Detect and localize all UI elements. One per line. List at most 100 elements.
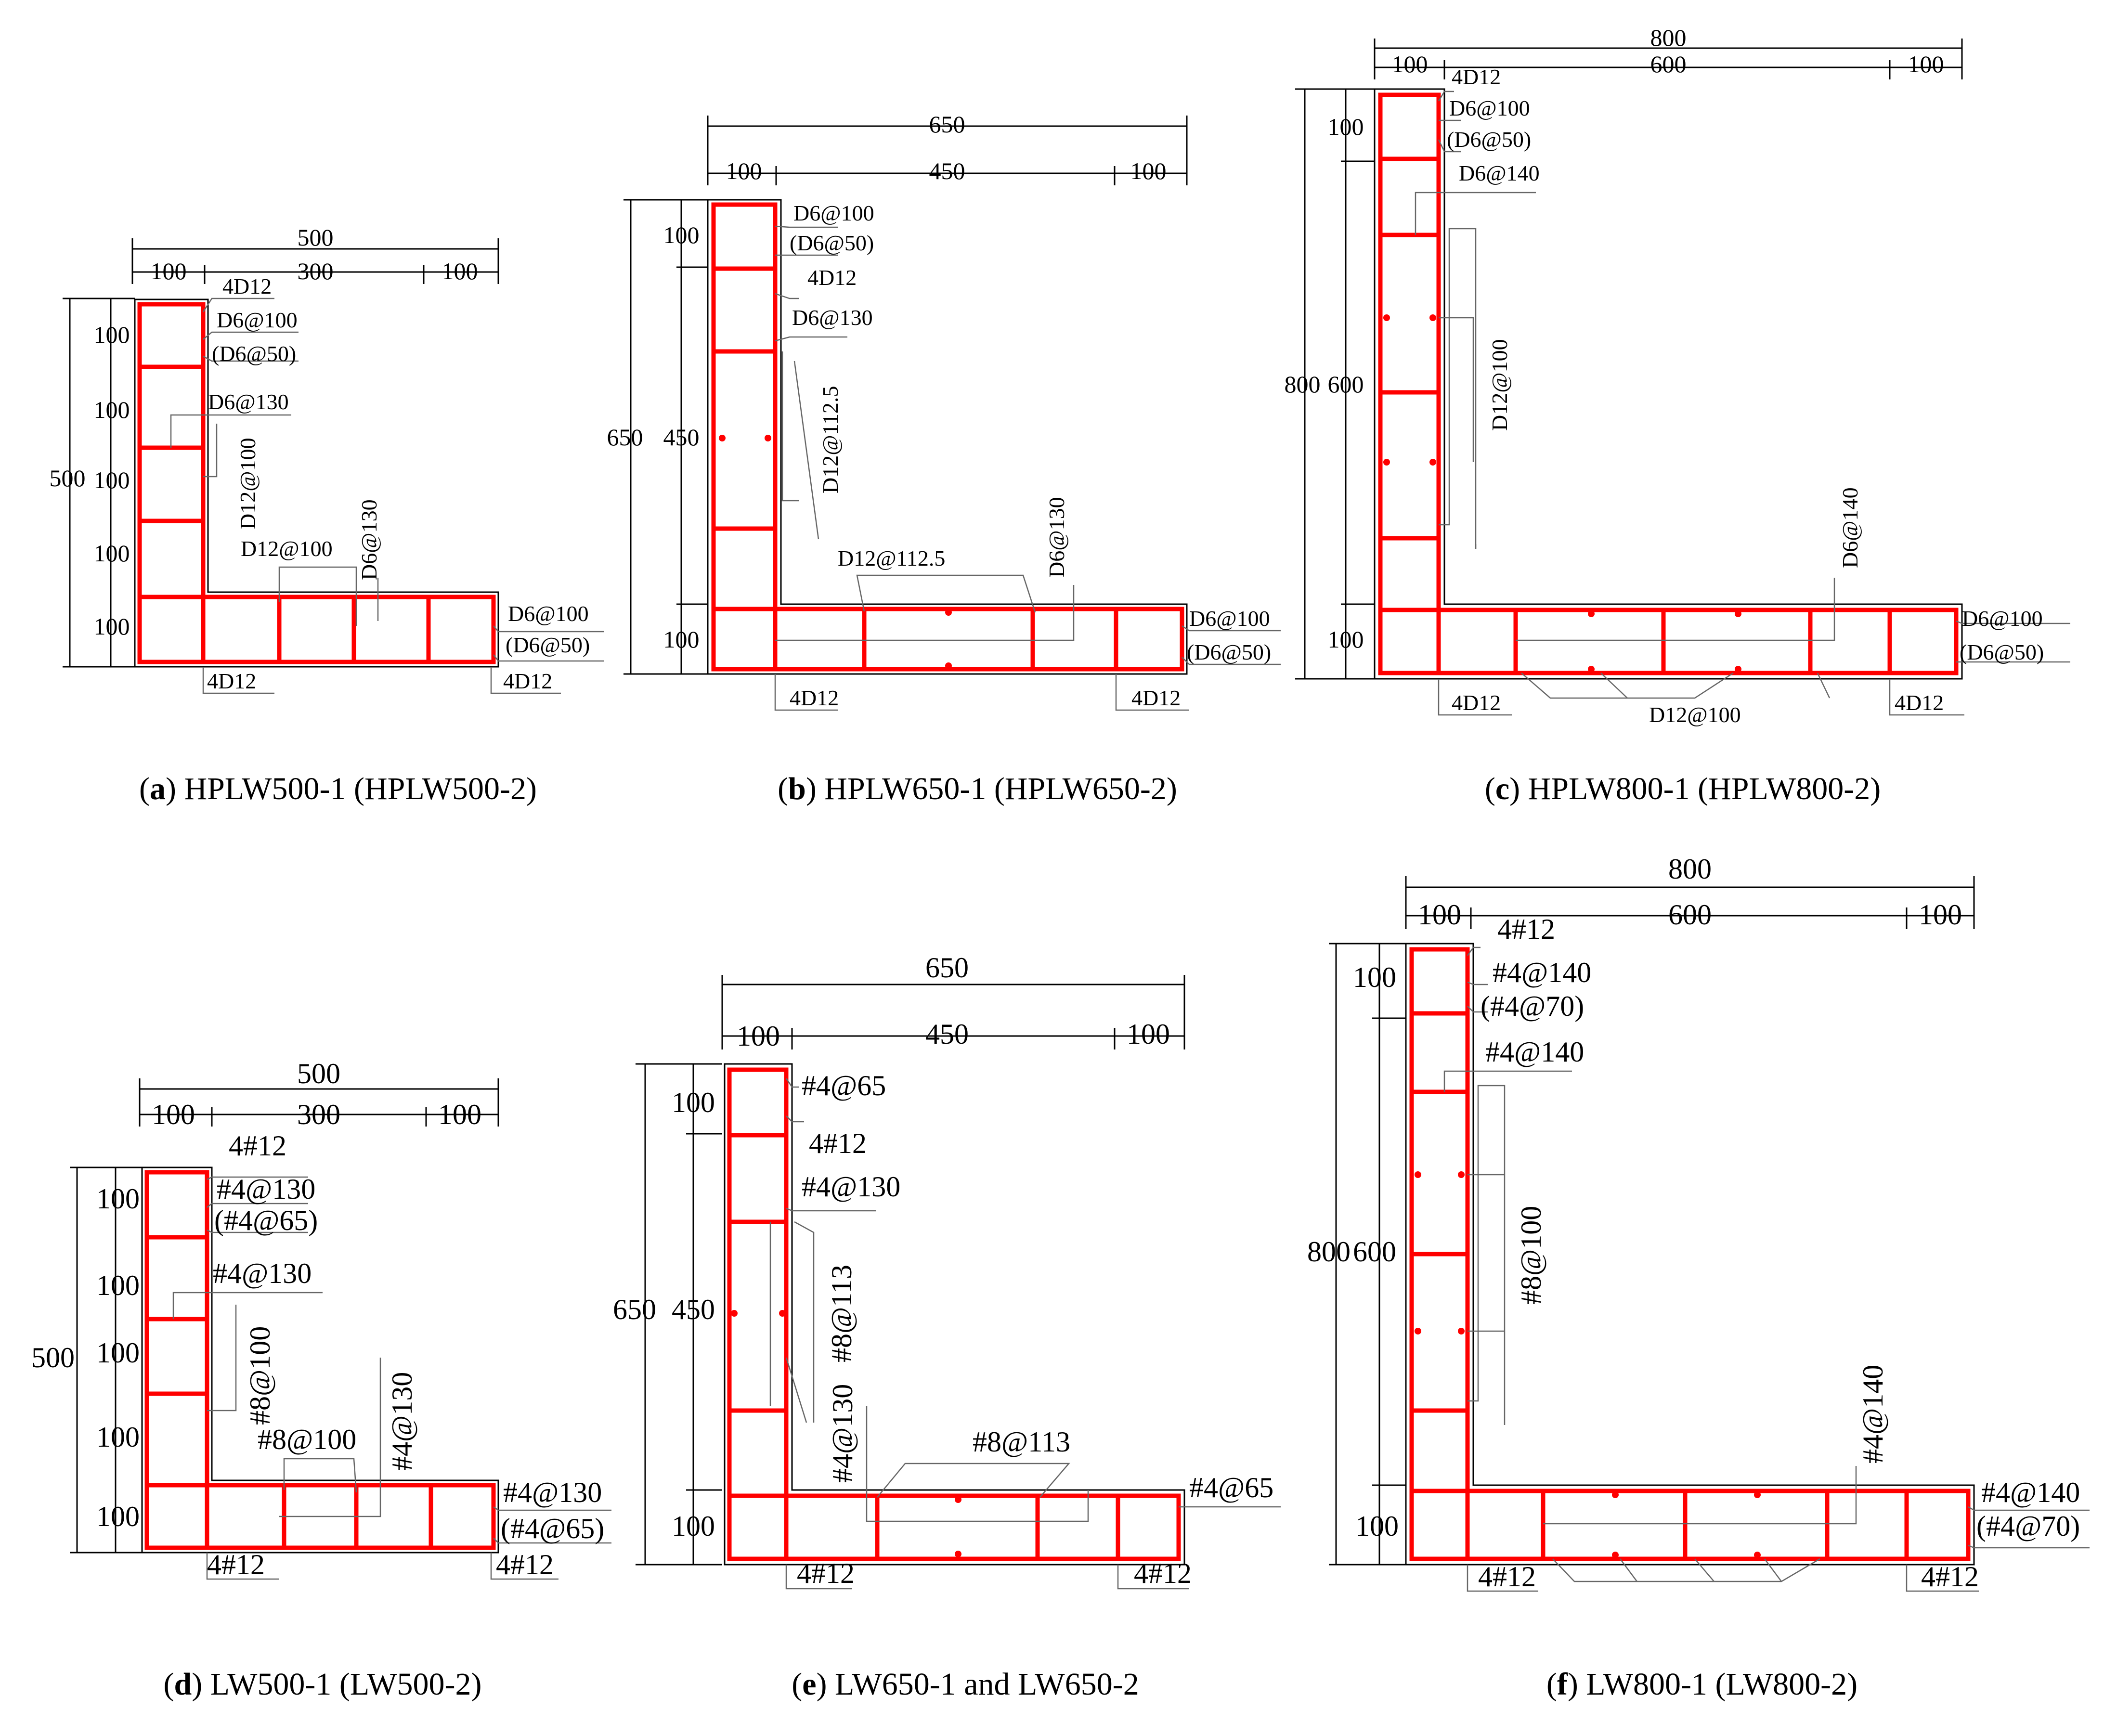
panel-a-label-4: D6@130 bbox=[208, 389, 289, 414]
panel-a-dim-seg2: 100 bbox=[94, 396, 130, 423]
panel-b-dim-height: 650 bbox=[607, 424, 643, 451]
panel-a-dim-mid: 300 bbox=[298, 258, 334, 285]
panel-a-label-7: D6@130 bbox=[357, 499, 381, 580]
panel-b-dim-mid: 450 bbox=[929, 157, 965, 184]
panel-e: 650 100 450 100 650 100 450 100 bbox=[613, 952, 1281, 1702]
panel-d-left-dims bbox=[70, 1166, 142, 1554]
panel-f-caption: (f) LW800-1 (LW800-2) bbox=[1546, 1667, 1857, 1702]
panel-e-rebar-dots bbox=[731, 1310, 961, 1557]
panel-c-dim-seg1: 100 bbox=[1328, 113, 1364, 140]
panel-e-dim-seg1: 100 bbox=[672, 1087, 715, 1118]
panel-b-rebar-dots bbox=[719, 435, 952, 669]
panel-b-label-10: 4D12 bbox=[790, 686, 839, 710]
panel-b-dim-total: 650 bbox=[929, 111, 965, 138]
panel-e-left-dims bbox=[636, 1063, 722, 1566]
panel-c-label-2: D6@100 bbox=[1449, 96, 1530, 120]
panel-c-dim-seg3: 100 bbox=[1328, 626, 1364, 653]
panel-d-dim-height: 500 bbox=[31, 1342, 75, 1373]
panel-a-left-dims bbox=[63, 298, 135, 668]
panel-e-label-8: 4#12 bbox=[797, 1557, 855, 1589]
panel-b-left-dims bbox=[623, 199, 708, 675]
panel-b-label-6: D12@112.5 bbox=[838, 546, 945, 570]
panel-a-label-5: D12@100 bbox=[235, 438, 260, 530]
panel-f-rebar bbox=[1409, 947, 1971, 1561]
panel-d-label-4: #4@130 bbox=[213, 1257, 312, 1289]
panel-c-label-3: (D6@50) bbox=[1447, 127, 1531, 152]
panel-b-label-7: D6@130 bbox=[1044, 497, 1069, 578]
panel-f-dim-left: 100 bbox=[1418, 899, 1461, 931]
panel-b-leaders bbox=[774, 225, 1281, 711]
panel-a-caption: (a) HPLW500-1 (HPLW500-2) bbox=[139, 771, 537, 806]
panel-a-dim-total: 500 bbox=[298, 224, 334, 251]
panel-e-dim-height: 650 bbox=[613, 1294, 656, 1325]
panel-c-dim-left: 100 bbox=[1392, 51, 1428, 78]
panel-e-label-6: #8@113 bbox=[973, 1426, 1070, 1458]
panel-f-dim-height: 800 bbox=[1307, 1236, 1351, 1268]
panel-c-label-4: D6@140 bbox=[1459, 161, 1540, 185]
panel-d-dim-seg4: 100 bbox=[96, 1421, 140, 1453]
panel-c-section-outline bbox=[1374, 88, 1963, 680]
panel-a-dim-seg3: 100 bbox=[94, 466, 130, 493]
panel-b-label-9: (D6@50) bbox=[1187, 640, 1271, 664]
panel-f-label-5: #8@100 bbox=[1515, 1206, 1547, 1305]
panel-e-leaders bbox=[769, 1078, 1281, 1590]
panel-f-dim-total: 800 bbox=[1668, 853, 1712, 885]
panel-c-label-5: D12@100 bbox=[1487, 339, 1512, 431]
panel-f-dim-mid: 600 bbox=[1668, 899, 1712, 931]
panel-c-top-dims bbox=[1374, 39, 1963, 79]
panel-f-left-dims bbox=[1329, 943, 1406, 1566]
panel-f-label-1: 4#12 bbox=[1497, 913, 1555, 945]
panel-d-rebar bbox=[144, 1170, 496, 1550]
panel-c-left-dims bbox=[1295, 88, 1375, 680]
panel-d-leaders bbox=[172, 1176, 611, 1580]
panel-e-label-3: #4@130 bbox=[802, 1171, 900, 1203]
panel-d-label-5: #8@100 bbox=[244, 1326, 276, 1425]
panel-e-dim-left: 100 bbox=[737, 1020, 780, 1052]
panel-d-dim-seg3: 100 bbox=[96, 1337, 140, 1369]
panel-c-dim-right: 100 bbox=[1908, 51, 1944, 78]
panel-d-top-dims bbox=[139, 1078, 499, 1127]
panel-a-dim-left: 100 bbox=[151, 258, 187, 285]
panel-f-label-2: #4@140 bbox=[1493, 957, 1591, 988]
panel-d-section-outline bbox=[141, 1166, 499, 1554]
panel-c-dim-total: 800 bbox=[1650, 24, 1687, 51]
panel-d-dim-total: 500 bbox=[297, 1058, 340, 1089]
panel-d-label-2: #4@130 bbox=[217, 1173, 315, 1205]
panel-d-label-1: 4#12 bbox=[229, 1130, 286, 1162]
panel-b-label-1: D6@100 bbox=[793, 201, 874, 225]
panel-f-section-outline bbox=[1405, 943, 1975, 1566]
panel-a-dim-seg5: 100 bbox=[94, 613, 130, 640]
panel-d: 500 100 300 100 500 100 100 100 100 100 … bbox=[31, 1058, 611, 1702]
panel-c-caption: (c) HPLW800-1 (HPLW800-2) bbox=[1485, 771, 1881, 806]
panel-f-top-dims bbox=[1405, 876, 1975, 929]
panel-c: 800 100 600 100 800 100 600 100 bbox=[1285, 24, 2070, 806]
panel-d-label-8: #4@130 bbox=[503, 1477, 602, 1508]
panel-f-dim-right: 100 bbox=[1919, 899, 1962, 931]
panel-a-label-11: 4D12 bbox=[503, 669, 552, 693]
panel-d-label-7: #4@130 bbox=[386, 1372, 418, 1471]
panel-a-dim-height: 500 bbox=[50, 465, 86, 492]
panel-a-label-8: D6@100 bbox=[508, 601, 589, 626]
panel-b-label-8: D6@100 bbox=[1189, 606, 1270, 631]
panel-d-caption: (d) LW500-1 (LW500-2) bbox=[163, 1667, 481, 1702]
panel-a-section-outline bbox=[134, 298, 499, 668]
panel-c-label-10: D12@100 bbox=[1649, 702, 1741, 727]
panel-c-dim-mid: 600 bbox=[1650, 51, 1687, 78]
panel-d-label-10: 4#12 bbox=[207, 1549, 265, 1581]
panel-c-dim-height: 800 bbox=[1285, 371, 1321, 398]
panel-a-label-9: (D6@50) bbox=[506, 633, 590, 657]
panel-c-label-8: (D6@50) bbox=[1960, 640, 2044, 664]
panel-e-rebar bbox=[727, 1067, 1181, 1561]
panel-a-leaders bbox=[170, 298, 604, 694]
panel-b-label-3: 4D12 bbox=[807, 265, 857, 290]
panel-e-dim-right: 100 bbox=[1127, 1018, 1170, 1050]
panel-f-dim-seg3: 100 bbox=[1355, 1510, 1399, 1542]
panel-f-label-10: 4#12 bbox=[1921, 1561, 1979, 1593]
panel-f: 800 100 600 100 800 100 600 100 bbox=[1307, 853, 2090, 1702]
panel-b-top-dims bbox=[707, 116, 1188, 185]
panel-f-label-4: #4@140 bbox=[1485, 1036, 1584, 1068]
panel-e-dim-seg3: 100 bbox=[672, 1510, 715, 1542]
panel-c-label-9: 4D12 bbox=[1452, 690, 1501, 715]
panel-b-dim-left: 100 bbox=[726, 157, 762, 184]
